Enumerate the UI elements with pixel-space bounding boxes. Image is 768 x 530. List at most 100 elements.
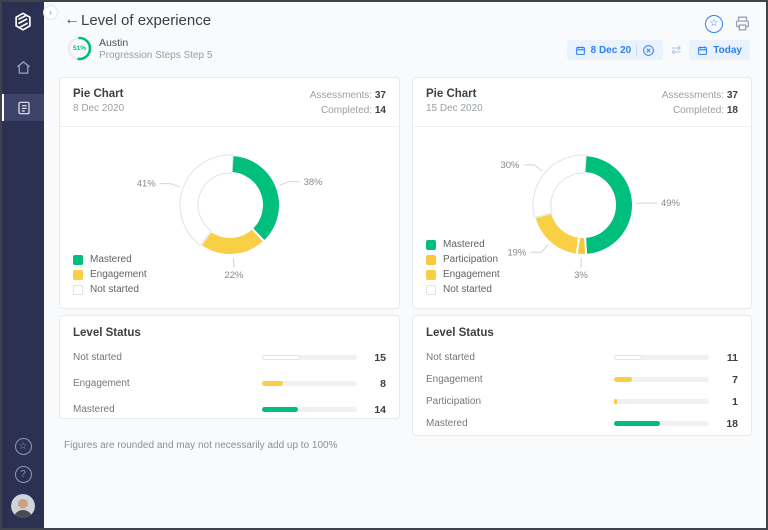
svg-text:19%: 19% <box>507 247 527 258</box>
status-row: Mastered 14 <box>73 403 386 416</box>
star-glyph: ☆ <box>18 441 28 452</box>
student-name: Austin <box>99 37 129 49</box>
back-button[interactable]: ← <box>64 11 80 28</box>
completed-label: Completed: <box>672 105 725 116</box>
to-date-picker[interactable]: Today <box>689 40 750 60</box>
assessments-value: 37 <box>374 90 386 101</box>
status-label: Engagement <box>426 374 483 385</box>
status-value: 8 <box>380 377 386 390</box>
bar-track <box>262 355 357 360</box>
legend-chip-not-started <box>426 284 436 295</box>
status-value: 14 <box>374 403 386 416</box>
completed-value: 18 <box>726 105 738 116</box>
print-button[interactable] <box>733 14 752 33</box>
calendar-icon <box>575 45 585 55</box>
compare-dates-icon[interactable]: ⇄ <box>671 43 682 57</box>
card-date: 15 Dec 2020 <box>426 103 483 114</box>
star-icon: ☆ <box>709 17 719 29</box>
level-status-card-2: Level Status Not started 11 Engagement 7 P… <box>412 315 752 436</box>
status-label: Participation <box>426 396 482 407</box>
svg-text:3%: 3% <box>574 270 588 281</box>
status-label: Not started <box>73 352 122 363</box>
legend-label: Participation <box>443 254 499 265</box>
legend-item: Not started <box>426 282 500 297</box>
legend-label: Engagement <box>443 269 500 280</box>
svg-text:49%: 49% <box>661 198 681 209</box>
status-label: Mastered <box>73 404 115 415</box>
svg-text:38%: 38% <box>304 177 324 188</box>
date-controls: 8 Dec 20 ⇄ Today <box>566 40 750 60</box>
clear-date-icon[interactable] <box>642 44 655 57</box>
sidebar: ☆ ? <box>2 2 44 528</box>
legend-label: Mastered <box>443 239 485 250</box>
bar-track <box>614 421 709 426</box>
progress-percent: 51% <box>72 45 86 52</box>
card-title: Pie Chart <box>426 88 477 100</box>
program-name: Progression Steps Step 5 <box>99 50 213 61</box>
assessments-label: Assessments: <box>309 90 373 101</box>
sidebar-item-reports[interactable] <box>2 94 44 121</box>
bar-track <box>614 399 709 404</box>
bar-track <box>614 377 709 382</box>
legend-item: Not started <box>73 282 147 297</box>
bar-track <box>262 381 357 386</box>
bar-fill <box>614 377 632 382</box>
svg-text:22%: 22% <box>224 270 244 281</box>
user-avatar[interactable] <box>11 494 35 518</box>
bar-track <box>614 355 709 360</box>
to-date-label: Today <box>713 44 742 56</box>
card-title: Pie Chart <box>73 88 124 100</box>
legend-label: Not started <box>443 284 492 295</box>
legend-chip-mastered <box>73 254 83 265</box>
status-value: 15 <box>374 351 386 364</box>
legend-item: Participation <box>426 252 500 267</box>
progress-ring <box>67 36 92 61</box>
star-circle-icon[interactable]: ☆ <box>14 438 32 455</box>
status-row: Engagement 7 <box>426 373 738 386</box>
bar-fill <box>614 421 661 426</box>
status-label: Not started <box>426 352 475 363</box>
card-stats: Assessments: 37 Completed: 18 <box>662 88 738 118</box>
status-label: Engagement <box>73 378 130 389</box>
from-date-picker[interactable]: 8 Dec 20 <box>566 40 664 60</box>
bar-track <box>262 407 357 412</box>
svg-text:41%: 41% <box>137 179 157 190</box>
chevron-right-icon: › <box>49 7 52 17</box>
sidebar-item-home[interactable] <box>2 52 44 82</box>
legend-item: Mastered <box>73 252 147 267</box>
chart-legend: Mastered Participation Engagement Not st… <box>426 237 500 297</box>
from-date-label: 8 Dec 20 <box>590 44 632 56</box>
legend-chip-engagement <box>73 269 83 280</box>
legend-item: Mastered <box>426 237 500 252</box>
status-label: Mastered <box>426 418 468 429</box>
favorite-button[interactable]: ☆ <box>705 14 723 33</box>
status-value: 7 <box>732 373 738 386</box>
bar-fill <box>614 355 643 360</box>
sidebar-expand-toggle[interactable]: › <box>43 5 58 20</box>
legend-chip-engagement <box>426 269 436 280</box>
legend-item: Engagement <box>426 267 500 282</box>
card-title: Level Status <box>426 327 494 339</box>
help-icon[interactable]: ? <box>14 466 32 483</box>
card-date: 8 Dec 2020 <box>73 103 125 114</box>
assessments-label: Assessments: <box>661 90 725 101</box>
donut-chart: 49% 3% 19% 30% <box>500 153 681 281</box>
status-rows: Not started 11 Engagement 7 Participation 1… <box>413 339 751 440</box>
header-actions: ☆ <box>705 14 752 33</box>
calendar-icon <box>698 45 708 55</box>
assessments-value: 37 <box>726 90 738 101</box>
completed-label: Completed: <box>320 105 373 116</box>
chart-legend: Mastered Engagement Not started <box>73 252 147 297</box>
status-value: 11 <box>726 351 738 364</box>
bar-fill <box>614 399 617 404</box>
legend-chip-not-started <box>73 284 83 295</box>
status-value: 18 <box>726 417 738 430</box>
home-icon <box>16 60 30 74</box>
level-status-card-1: Level Status Not started 15 Engagement 8 M… <box>59 315 400 419</box>
help-glyph: ? <box>20 469 26 480</box>
status-row: Participation 1 <box>426 395 738 408</box>
status-row: Engagement 8 <box>73 377 386 390</box>
status-row: Not started 11 <box>426 351 738 364</box>
status-value: 1 <box>732 395 738 408</box>
